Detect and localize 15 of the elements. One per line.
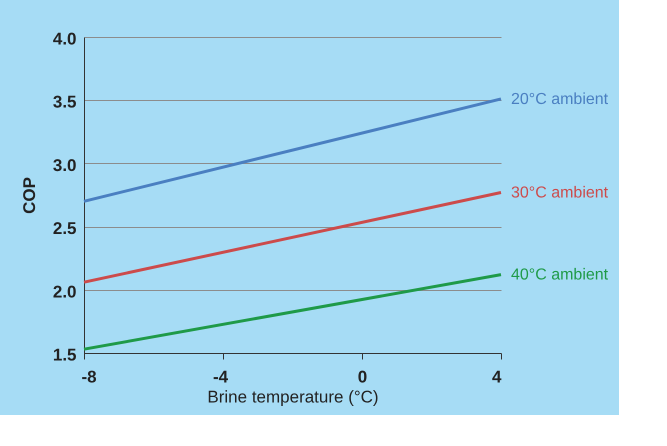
series-label: 30°C ambient bbox=[511, 184, 609, 202]
x-tick-label: 0 bbox=[358, 368, 368, 386]
series-label: 20°C ambient bbox=[511, 90, 609, 108]
x-tick-label: 4 bbox=[492, 368, 502, 386]
x-tick-label: -4 bbox=[212, 368, 229, 386]
y-axis-title: COP bbox=[20, 177, 39, 214]
y-tick-label: 2.5 bbox=[52, 219, 76, 238]
y-tick-label: 1.5 bbox=[52, 346, 76, 364]
y-tick-label: 4.0 bbox=[52, 30, 76, 48]
x-axis-title: Brine temperature (°C) bbox=[207, 388, 379, 406]
y-tick-label: 3.5 bbox=[52, 92, 76, 112]
y-tick-label: 2.0 bbox=[52, 282, 76, 302]
x-tick-label: -8 bbox=[82, 368, 97, 386]
series-label: 40°C ambient bbox=[511, 266, 609, 284]
y-tick-label: 3.0 bbox=[52, 156, 76, 175]
